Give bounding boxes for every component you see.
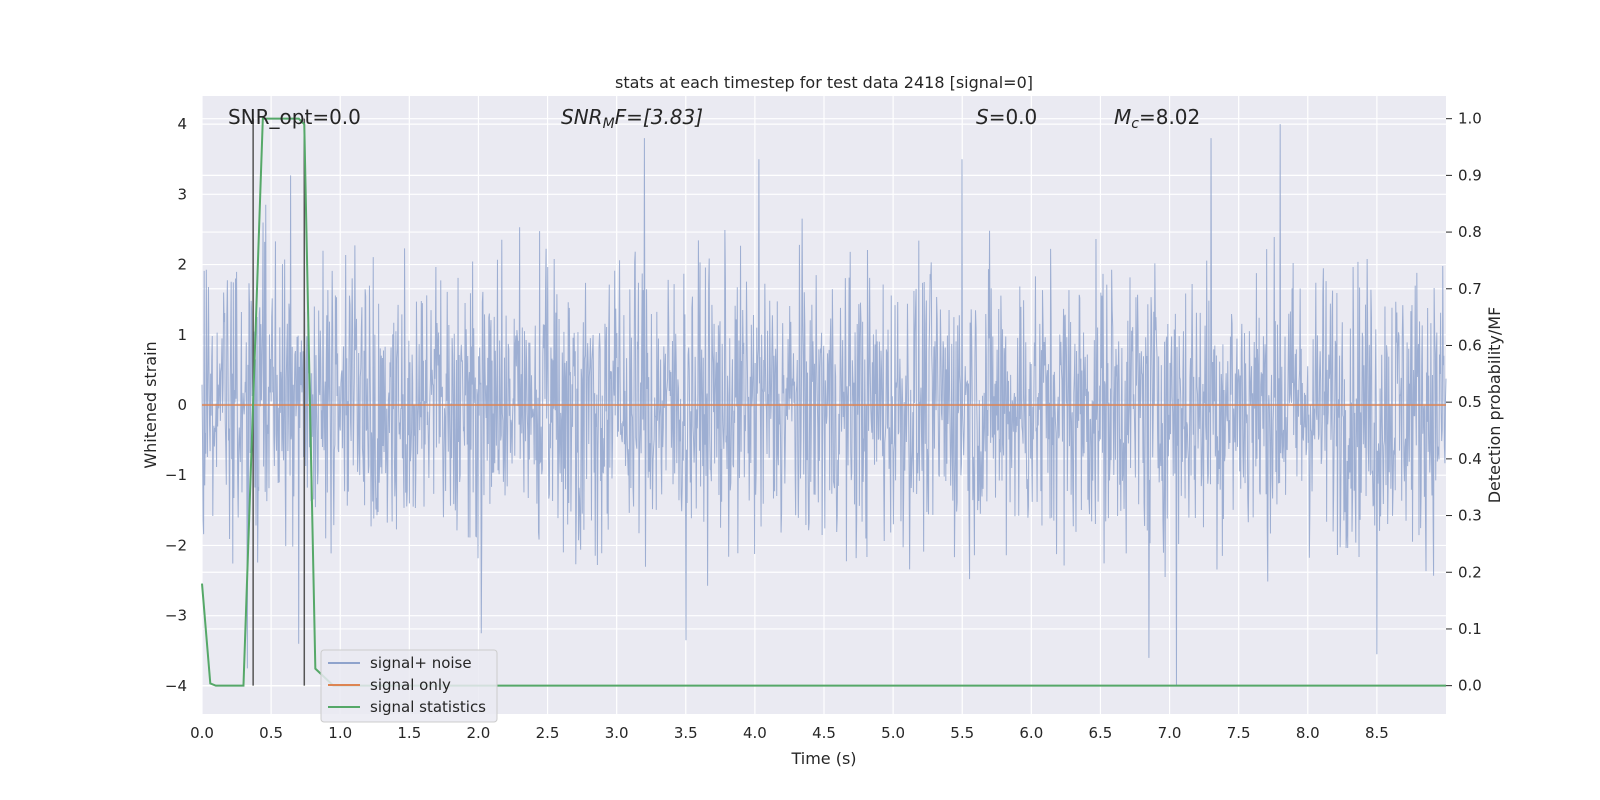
x-tick-label: 6.0 [1019, 724, 1043, 742]
x-tick-label: 3.0 [605, 724, 629, 742]
legend-box [320, 649, 498, 723]
noise-series [201, 124, 1447, 686]
y-tick-label: −2 [165, 536, 187, 554]
y-tick-label: −1 [165, 466, 187, 484]
y-tick-label: 4 [177, 115, 187, 133]
line-series [201, 117, 1446, 687]
y-tick-label: 0 [177, 396, 187, 414]
y-right-tick-label: 0.2 [1458, 563, 1482, 581]
x-tick-label: 4.5 [812, 724, 836, 742]
y-right-tick-label: 0.1 [1458, 620, 1482, 638]
legend-label-signal-statistics: signal statistics [370, 698, 486, 716]
y-tick-label: 1 [177, 326, 187, 344]
snr-mf-label: SNR [561, 105, 603, 129]
y-right-tick-label: 0.7 [1458, 280, 1482, 298]
legend-label-signal-noise: signal+ noise [370, 654, 472, 672]
y-right-tick-label: 0.0 [1458, 677, 1482, 695]
y-tick-label: 2 [177, 256, 187, 274]
x-tick-label: 5.0 [881, 724, 905, 742]
snr-mf-subscript: M [603, 116, 615, 132]
x-tick-label: 8.0 [1296, 724, 1320, 742]
y-tick-label: 3 [177, 185, 187, 203]
annotation-mc: Mc=8.02 [1114, 105, 1200, 132]
signal-statistics-line [201, 117, 1446, 687]
y-axis-label: Whitened strain [141, 341, 160, 468]
y-tick-label: −4 [165, 677, 187, 695]
x-axis-label: Time (s) [790, 749, 856, 768]
tick-labels: 0.0 0.5 1.0 1.5 2.0 2.5 3.0 3.5 4.0 4.5 5.0 5.5 6.0 6… [165, 110, 1482, 742]
mc-subscript: c [1131, 116, 1139, 132]
x-tick-label: 5.5 [950, 724, 974, 742]
y-right-tick-label: 0.9 [1458, 166, 1482, 184]
legend: signal+ noise signal only signal statist… [320, 649, 498, 723]
x-tick-label: 4.0 [743, 724, 767, 742]
y-right-tick-label: 1.0 [1458, 110, 1482, 128]
annotation-snr-mf: SNRMF=[3.83] [561, 105, 703, 132]
y-axis-right-label: Detection probability/MF [1485, 307, 1504, 504]
x-tick-label: 2.0 [467, 724, 491, 742]
y-right-tick-label: 0.3 [1458, 507, 1482, 525]
s-label: S [976, 105, 989, 129]
x-tick-label: 0.5 [259, 724, 283, 742]
annotation-s: S=0.0 [976, 105, 1037, 129]
signal-noise-line [201, 124, 1447, 686]
x-tick-label: 2.5 [536, 724, 560, 742]
y-right-tick-label: 0.8 [1458, 223, 1482, 241]
y-tick-label: −3 [165, 607, 187, 625]
x-tick-label: 7.5 [1227, 724, 1251, 742]
x-tick-label: 8.5 [1365, 724, 1389, 742]
y-right-tick-label: 0.4 [1458, 450, 1482, 468]
mc-label: M [1114, 105, 1131, 129]
annotation-snr-opt: SNR_opt=0.0 [228, 105, 361, 129]
x-tick-label: 0.0 [190, 724, 214, 742]
x-tick-label: 3.5 [674, 724, 698, 742]
y-right-tick-label: 0.6 [1458, 336, 1482, 354]
s-value: =0.0 [989, 105, 1038, 129]
legend-label-signal-only: signal only [370, 676, 451, 694]
x-tick-label: 1.5 [397, 724, 421, 742]
snr-mf-value: F=[3.83] [615, 105, 703, 129]
x-tick-label: 1.0 [328, 724, 352, 742]
chart-title: stats at each timestep for test data 241… [615, 73, 1033, 92]
x-tick-label: 6.5 [1089, 724, 1113, 742]
x-tick-label: 7.0 [1158, 724, 1182, 742]
y-right-tick-label: 0.5 [1458, 393, 1482, 411]
mc-value: =8.02 [1139, 105, 1200, 129]
